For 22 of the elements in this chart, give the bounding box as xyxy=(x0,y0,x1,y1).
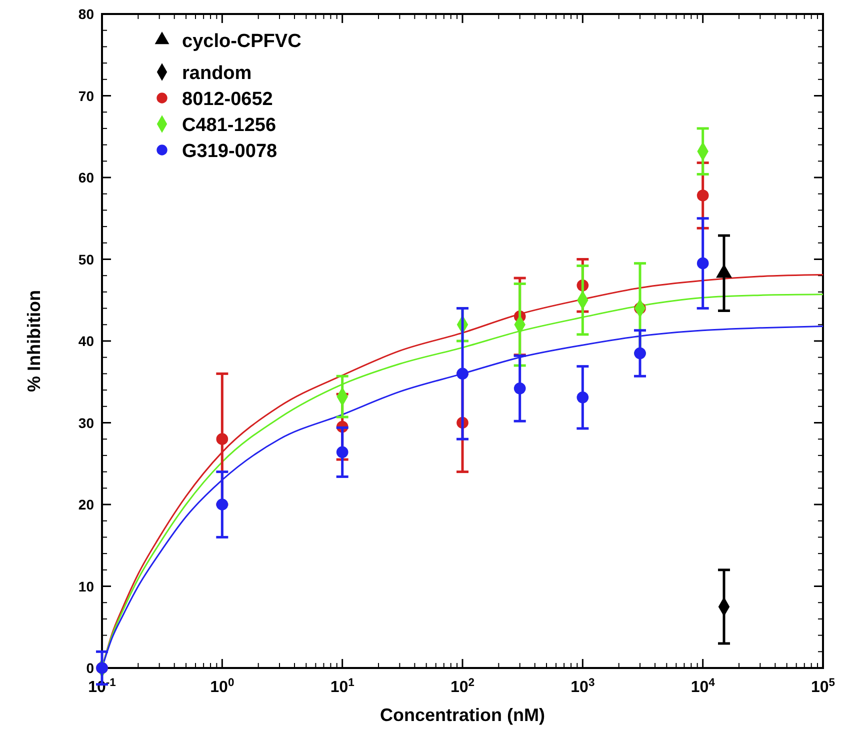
y-tick-label: 30 xyxy=(78,414,94,431)
x-tick-label: 10$^{0}$ xyxy=(210,677,234,696)
y-tick-label: 20 xyxy=(78,496,94,512)
x-tick-label: 10$^{5}$ xyxy=(810,677,836,696)
x-tick-label: 10$^{1}$ xyxy=(330,677,354,696)
y-tick-label: 50 xyxy=(78,251,94,268)
legend-label: 8012-0652 xyxy=(182,89,273,110)
y-tick-label: 80 xyxy=(78,6,94,22)
y-tick-label: 40 xyxy=(78,333,94,349)
y-tick-label: 10 xyxy=(78,578,94,594)
x-tick-label: 10$^{2}$ xyxy=(450,677,475,696)
x-tick-label: 10$^{3}$ xyxy=(570,677,595,696)
x-axis-title: Concentration (nM) xyxy=(380,705,545,725)
legend-label: cyclo-CPFVC xyxy=(182,31,302,52)
y-axis-title: % Inhibition xyxy=(24,290,44,392)
legend-label: C481-1256 xyxy=(182,115,276,136)
y-tick-label: 0 xyxy=(86,660,94,676)
y-tick-label: 60 xyxy=(78,170,94,186)
y-tick-label: 70 xyxy=(78,88,94,104)
legend-label: random xyxy=(182,63,252,84)
x-tick-label: 10$^{4}$ xyxy=(690,677,716,696)
legend-label: G319-0078 xyxy=(182,141,278,162)
